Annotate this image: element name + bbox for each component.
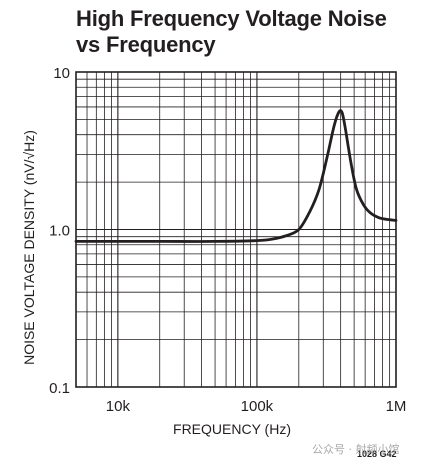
x-tick-labels: 10k 100k 1M <box>106 398 407 415</box>
y-tick-label: 10 <box>53 65 70 82</box>
y-tick-label: 1.0 <box>49 223 70 240</box>
x-tick-label: 100k <box>241 398 274 415</box>
y-tick-labels: 0.1 1.0 10 <box>49 65 70 397</box>
x-tick-label: 1M <box>386 398 407 415</box>
y-tick-label: 0.1 <box>49 380 70 397</box>
y-axis-label: NOISE VOLTAGE DENSITY (nV/√Hz) <box>21 130 37 365</box>
figure-code: 1028 G42 <box>357 449 397 459</box>
x-axis-label: FREQUENCY (Hz) <box>173 421 291 437</box>
plot-frame <box>75 71 397 388</box>
chart-grid <box>76 72 396 387</box>
noise-curve <box>74 109 398 243</box>
chart-title-line-2: vs Frequency <box>76 32 216 57</box>
chart-title-line-1: High Frequency Voltage Noise <box>76 6 387 31</box>
x-tick-label: 10k <box>106 398 131 415</box>
watermark: 公众号 · 射频小馆 <box>312 443 400 456</box>
